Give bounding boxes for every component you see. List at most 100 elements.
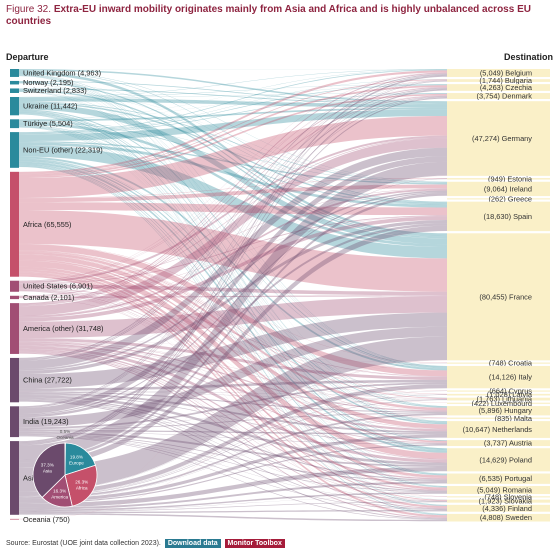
flow-link xyxy=(19,84,447,134)
flow-link xyxy=(19,109,447,368)
flow-link xyxy=(19,89,447,239)
flow-link xyxy=(19,254,447,418)
destination-label: (4,336) Finland xyxy=(482,504,532,513)
flow-link xyxy=(19,296,447,339)
flow-link xyxy=(19,379,447,391)
departure-label: United States (6,901) xyxy=(23,282,93,291)
flow-link xyxy=(19,96,447,361)
departure-node xyxy=(10,132,19,168)
destination-label: (1,744) Bulgaria xyxy=(479,76,532,85)
flow-link xyxy=(19,107,447,122)
flow-link xyxy=(19,384,447,497)
destination-label: (422) Luxembourg xyxy=(472,399,532,408)
destination-label: (748) Croatia xyxy=(489,359,533,368)
flow-link xyxy=(19,85,447,177)
flow-link xyxy=(19,295,447,298)
flow-link xyxy=(19,178,447,370)
destination-label: (80,455) France xyxy=(479,292,532,301)
flow-link xyxy=(19,397,447,481)
pie-name-label: Oceania xyxy=(56,435,74,440)
flow-link xyxy=(19,250,447,391)
destination-node xyxy=(447,198,550,200)
flow-link xyxy=(19,345,447,463)
flow-link xyxy=(19,266,447,479)
flow-link xyxy=(19,434,447,493)
flow-link xyxy=(19,74,447,422)
flow-link xyxy=(19,513,447,522)
destination-label: (9,064) Ireland xyxy=(484,184,532,193)
flow-link xyxy=(19,435,447,520)
destination-label: (5,049) Romania xyxy=(477,486,533,495)
destination-node xyxy=(447,448,550,472)
source-note: Source: Eurostat (UOE joint data collect… xyxy=(6,539,285,548)
destination-label: (664) Cyprus xyxy=(489,387,532,396)
source-text: Source: Eurostat (UOE joint data collect… xyxy=(6,540,161,547)
flow-link xyxy=(19,202,447,216)
destination-label: (18,630) Spain xyxy=(484,212,532,221)
departure-node xyxy=(10,303,19,354)
flow-link xyxy=(19,223,447,418)
flow-link xyxy=(19,125,447,423)
flow-link xyxy=(19,75,447,449)
flow-link xyxy=(19,75,447,487)
flow-link xyxy=(19,272,447,508)
flow-link xyxy=(19,69,447,120)
destination-label: (1,763) Lithuania xyxy=(477,395,533,404)
download-data-button[interactable]: Download data xyxy=(164,539,221,548)
flow-link xyxy=(19,135,447,284)
flow-link xyxy=(19,220,447,375)
flow-link xyxy=(19,351,447,509)
departure-node xyxy=(10,119,19,129)
destination-label: (4,808) Sweden xyxy=(480,513,532,522)
flow-link xyxy=(19,84,447,120)
flow-link xyxy=(19,93,447,98)
flow-link xyxy=(19,89,447,203)
destination-node xyxy=(447,473,550,484)
destination-node xyxy=(447,504,550,512)
flow-link xyxy=(19,126,447,475)
destination-label: (47,274) Germany xyxy=(472,134,532,143)
destination-node xyxy=(447,79,550,82)
flow-link xyxy=(19,95,447,282)
flow-link xyxy=(19,193,447,463)
destination-label: (748) Slovenia xyxy=(484,492,533,501)
flow-link xyxy=(19,91,447,422)
departure-node xyxy=(10,80,19,85)
flow-link xyxy=(19,79,447,175)
flow-link xyxy=(19,138,447,316)
destination-label: (1,923) Slovakia xyxy=(479,497,533,506)
destination-node xyxy=(447,69,550,77)
destination-node xyxy=(447,365,550,389)
destination-node xyxy=(447,233,550,361)
flow-link xyxy=(19,75,447,443)
flow-link xyxy=(19,352,447,519)
flow-link xyxy=(19,80,447,360)
flow-link xyxy=(19,391,447,413)
flow-link xyxy=(19,209,447,292)
flow-link xyxy=(19,73,447,359)
flow-link xyxy=(19,297,447,460)
destination-node xyxy=(447,390,550,392)
flow-link xyxy=(19,161,447,441)
flow-link xyxy=(19,395,447,466)
flow-link xyxy=(19,435,447,511)
destination-label: (3,754) Denmark xyxy=(477,92,533,101)
flow-link xyxy=(19,399,447,498)
flow-link xyxy=(19,88,447,408)
flow-link xyxy=(19,184,447,203)
departure-label: Oceania (750) xyxy=(23,515,70,524)
departure-label: United Kingdom (4,963) xyxy=(23,68,101,77)
flow-link xyxy=(19,351,447,497)
flow-link xyxy=(19,341,447,400)
flow-link xyxy=(19,244,447,377)
destination-label: (10,647) Netherlands xyxy=(463,425,533,434)
pie-percent-label: 37.3% xyxy=(41,463,54,468)
flow-link xyxy=(19,159,447,425)
flow-link xyxy=(19,97,447,409)
destination-node xyxy=(447,402,550,404)
destination-node xyxy=(447,362,550,364)
flow-link xyxy=(19,97,447,446)
monitor-toolbox-button[interactable]: Monitor Toolbox xyxy=(224,539,285,548)
flow-link xyxy=(19,342,447,419)
departure-node xyxy=(10,280,19,292)
